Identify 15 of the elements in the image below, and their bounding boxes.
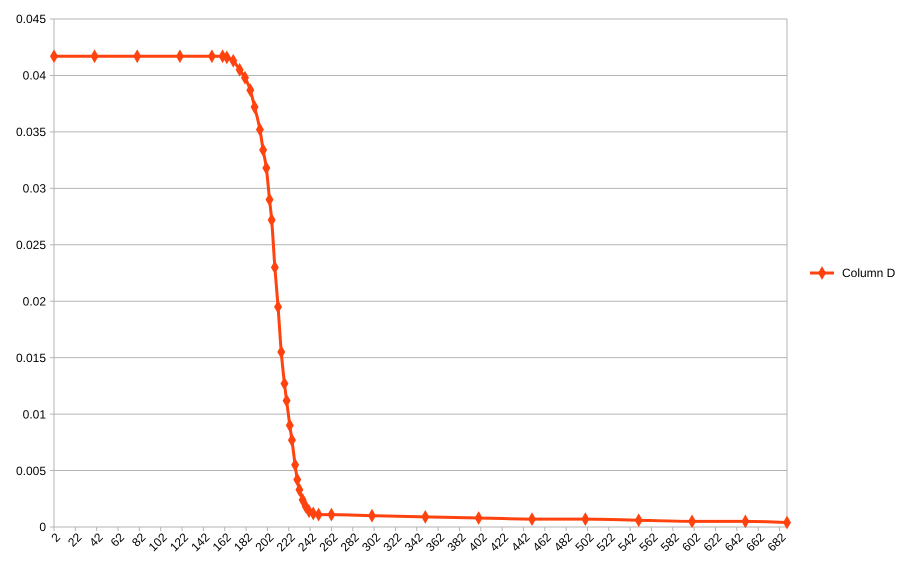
legend-label: Column D <box>842 266 896 280</box>
x-tick-label: 62 <box>108 530 128 550</box>
y-tick-label: 0.045 <box>16 12 46 26</box>
y-tick-label: 0.02 <box>22 294 46 308</box>
y-tick-label: 0.005 <box>16 464 46 478</box>
y-tick-label: 0.035 <box>16 125 46 140</box>
y-tick-label: 0.025 <box>16 238 46 252</box>
x-tick-label: 22 <box>65 530 85 550</box>
x-tick-label: 2 <box>48 530 64 545</box>
y-tick-label: 0.04 <box>22 68 46 83</box>
x-tick-label: 42 <box>86 530 106 550</box>
y-tick-label: 0.01 <box>22 407 46 422</box>
y-tick-label: 0.03 <box>22 182 46 196</box>
y-tick-label: 0.015 <box>16 350 46 365</box>
y-tick-label: 0 <box>39 520 46 534</box>
